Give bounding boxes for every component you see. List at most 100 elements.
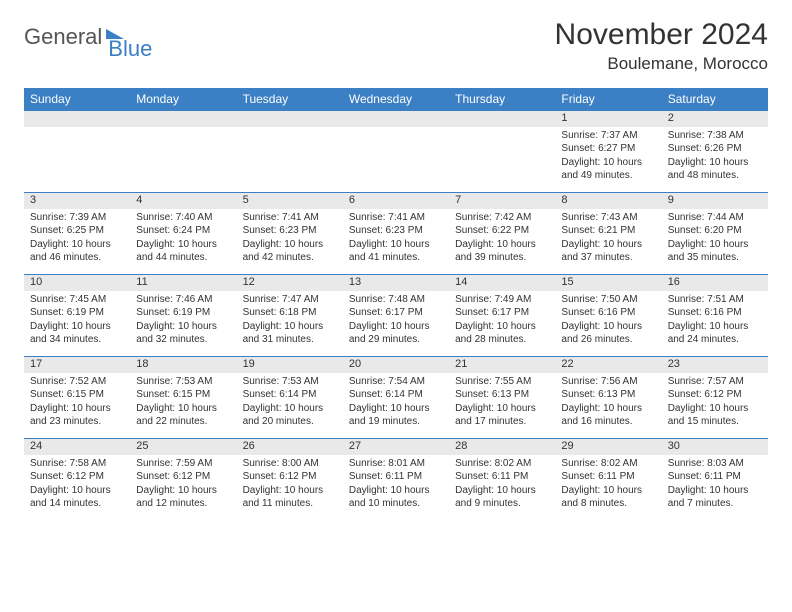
day-content-cell <box>343 127 449 193</box>
day-content-cell: Sunrise: 7:46 AMSunset: 6:19 PMDaylight:… <box>130 291 236 357</box>
daylight-text: Daylight: 10 hours and 7 minutes. <box>668 484 762 511</box>
daylight-text: Daylight: 10 hours and 32 minutes. <box>136 320 230 347</box>
calendar-body: 12Sunrise: 7:37 AMSunset: 6:27 PMDayligh… <box>24 111 768 521</box>
sunrise-text: Sunrise: 7:43 AM <box>561 211 655 225</box>
daylight-text: Daylight: 10 hours and 39 minutes. <box>455 238 549 265</box>
day-number-cell: 6 <box>343 193 449 209</box>
sunset-text: Sunset: 6:17 PM <box>455 306 549 320</box>
sunset-text: Sunset: 6:14 PM <box>349 388 443 402</box>
logo: General Blue <box>24 18 168 50</box>
sunset-text: Sunset: 6:20 PM <box>668 224 762 238</box>
weekday-header: Wednesday <box>343 88 449 111</box>
sunset-text: Sunset: 6:26 PM <box>668 142 762 156</box>
day-number-cell: 29 <box>555 439 661 455</box>
day-content-cell <box>130 127 236 193</box>
logo-text-1: General <box>24 24 102 50</box>
day-number-cell: 7 <box>449 193 555 209</box>
day-content-cell: Sunrise: 7:45 AMSunset: 6:19 PMDaylight:… <box>24 291 130 357</box>
day-number-cell: 16 <box>662 275 768 291</box>
day-number-cell: 3 <box>24 193 130 209</box>
sunset-text: Sunset: 6:11 PM <box>349 470 443 484</box>
day-number-cell: 11 <box>130 275 236 291</box>
day-content-row: Sunrise: 7:37 AMSunset: 6:27 PMDaylight:… <box>24 127 768 193</box>
day-content-cell: Sunrise: 7:56 AMSunset: 6:13 PMDaylight:… <box>555 373 661 439</box>
title-block: November 2024 Boulemane, Morocco <box>555 18 768 74</box>
daylight-text: Daylight: 10 hours and 44 minutes. <box>136 238 230 265</box>
day-number-cell: 26 <box>237 439 343 455</box>
daylight-text: Daylight: 10 hours and 42 minutes. <box>243 238 337 265</box>
day-number-cell: 4 <box>130 193 236 209</box>
daylight-text: Daylight: 10 hours and 10 minutes. <box>349 484 443 511</box>
daylight-text: Daylight: 10 hours and 28 minutes. <box>455 320 549 347</box>
day-content-cell: Sunrise: 7:37 AMSunset: 6:27 PMDaylight:… <box>555 127 661 193</box>
day-content-cell: Sunrise: 8:02 AMSunset: 6:11 PMDaylight:… <box>555 455 661 521</box>
sunset-text: Sunset: 6:12 PM <box>243 470 337 484</box>
sunrise-text: Sunrise: 7:39 AM <box>30 211 124 225</box>
day-content-cell: Sunrise: 7:39 AMSunset: 6:25 PMDaylight:… <box>24 209 130 275</box>
day-number-cell: 28 <box>449 439 555 455</box>
sunrise-text: Sunrise: 7:54 AM <box>349 375 443 389</box>
sunset-text: Sunset: 6:11 PM <box>668 470 762 484</box>
day-content-cell: Sunrise: 7:42 AMSunset: 6:22 PMDaylight:… <box>449 209 555 275</box>
daylight-text: Daylight: 10 hours and 8 minutes. <box>561 484 655 511</box>
weekday-header: Sunday <box>24 88 130 111</box>
sunrise-text: Sunrise: 7:51 AM <box>668 293 762 307</box>
calendar-page: General Blue November 2024 Boulemane, Mo… <box>0 0 792 521</box>
sunset-text: Sunset: 6:12 PM <box>30 470 124 484</box>
sunset-text: Sunset: 6:21 PM <box>561 224 655 238</box>
sunset-text: Sunset: 6:19 PM <box>136 306 230 320</box>
sunrise-text: Sunrise: 8:00 AM <box>243 457 337 471</box>
day-number-cell: 13 <box>343 275 449 291</box>
day-number-cell: 17 <box>24 357 130 373</box>
page-header: General Blue November 2024 Boulemane, Mo… <box>24 18 768 74</box>
sunrise-text: Sunrise: 7:45 AM <box>30 293 124 307</box>
daylight-text: Daylight: 10 hours and 17 minutes. <box>455 402 549 429</box>
sunset-text: Sunset: 6:13 PM <box>455 388 549 402</box>
daylight-text: Daylight: 10 hours and 11 minutes. <box>243 484 337 511</box>
day-number-cell: 5 <box>237 193 343 209</box>
daylight-text: Daylight: 10 hours and 16 minutes. <box>561 402 655 429</box>
day-content-cell <box>237 127 343 193</box>
sunrise-text: Sunrise: 8:01 AM <box>349 457 443 471</box>
sunrise-text: Sunrise: 7:55 AM <box>455 375 549 389</box>
day-number-cell: 27 <box>343 439 449 455</box>
day-number-cell: 23 <box>662 357 768 373</box>
sunrise-text: Sunrise: 7:40 AM <box>136 211 230 225</box>
weekday-header: Friday <box>555 88 661 111</box>
daylight-text: Daylight: 10 hours and 35 minutes. <box>668 238 762 265</box>
daylight-text: Daylight: 10 hours and 26 minutes. <box>561 320 655 347</box>
day-number-cell: 21 <box>449 357 555 373</box>
day-number-cell: 9 <box>662 193 768 209</box>
sunrise-text: Sunrise: 7:56 AM <box>561 375 655 389</box>
sunrise-text: Sunrise: 7:47 AM <box>243 293 337 307</box>
day-content-row: Sunrise: 7:39 AMSunset: 6:25 PM Daylight:… <box>24 209 768 275</box>
sunrise-text: Sunrise: 8:03 AM <box>668 457 762 471</box>
day-content-cell <box>449 127 555 193</box>
day-number-cell: 30 <box>662 439 768 455</box>
sunrise-text: Sunrise: 8:02 AM <box>455 457 549 471</box>
sunrise-text: Sunrise: 7:53 AM <box>243 375 337 389</box>
day-content-row: Sunrise: 7:58 AMSunset: 6:12 PMDaylight:… <box>24 455 768 521</box>
day-number-cell: 14 <box>449 275 555 291</box>
sunrise-text: Sunrise: 7:38 AM <box>668 129 762 143</box>
daylight-text: Daylight: 10 hours and 49 minutes. <box>561 156 655 183</box>
day-content-row: Sunrise: 7:45 AMSunset: 6:19 PMDaylight:… <box>24 291 768 357</box>
weekday-header: Saturday <box>662 88 768 111</box>
sunrise-text: Sunrise: 7:50 AM <box>561 293 655 307</box>
daylight-text: Daylight: 10 hours and 24 minutes. <box>668 320 762 347</box>
sunrise-text: Sunrise: 7:59 AM <box>136 457 230 471</box>
sunrise-text: Sunrise: 7:37 AM <box>561 129 655 143</box>
day-number-cell: 8 <box>555 193 661 209</box>
day-content-cell: Sunrise: 7:43 AMSunset: 6:21 PMDaylight:… <box>555 209 661 275</box>
sunset-text: Sunset: 6:17 PM <box>349 306 443 320</box>
day-content-cell: Sunrise: 7:59 AMSunset: 6:12 PMDaylight:… <box>130 455 236 521</box>
day-number-cell: 15 <box>555 275 661 291</box>
sunset-text: Sunset: 6:27 PM <box>561 142 655 156</box>
sunrise-text: Sunrise: 7:46 AM <box>136 293 230 307</box>
day-content-cell: Sunrise: 8:00 AMSunset: 6:12 PMDaylight:… <box>237 455 343 521</box>
sunset-text: Sunset: 6:11 PM <box>561 470 655 484</box>
day-content-cell: Sunrise: 8:01 AMSunset: 6:11 PMDaylight:… <box>343 455 449 521</box>
logo-text-2: Blue <box>108 36 152 62</box>
sunset-text: Sunset: 6:25 PM <box>30 224 124 238</box>
day-content-cell: Sunrise: 7:53 AMSunset: 6:15 PMDaylight:… <box>130 373 236 439</box>
